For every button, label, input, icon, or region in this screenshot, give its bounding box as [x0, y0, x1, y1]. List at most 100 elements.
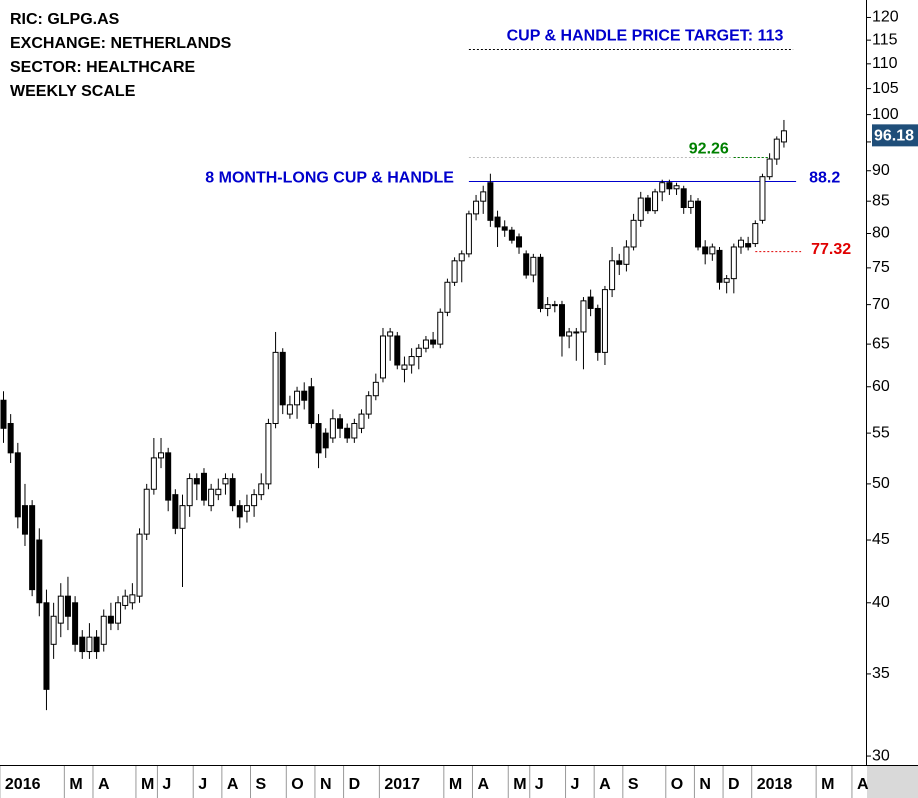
- corner-box: [867, 766, 918, 798]
- candle-body: [236, 505, 243, 518]
- x-tick-label: 2016: [5, 776, 41, 793]
- candle-body: [337, 418, 344, 429]
- candle-body: [680, 188, 687, 208]
- candle-body: [566, 331, 573, 337]
- candle-body: [165, 452, 172, 501]
- candle-body: [673, 185, 680, 190]
- candle-body: [329, 418, 336, 439]
- candle-body: [308, 386, 315, 425]
- candle-body: [630, 219, 637, 248]
- candle-body: [272, 351, 279, 425]
- x-tick-label: 2017: [384, 776, 420, 793]
- candle-body: [523, 253, 530, 276]
- candle-body: [93, 636, 100, 653]
- candle-body: [737, 239, 744, 248]
- x-tick-label: M: [513, 776, 526, 793]
- candle-body: [358, 413, 365, 429]
- candle-body: [344, 427, 351, 439]
- info-line: WEEKLY SCALE: [10, 83, 136, 100]
- target-label: CUP & HANDLE PRICE TARGET: 113: [507, 28, 784, 45]
- candle-body: [79, 636, 86, 653]
- candle-body: [745, 243, 752, 248]
- x-tick-label: S: [628, 776, 639, 793]
- candle-body: [494, 216, 501, 228]
- candle-body: [702, 246, 709, 255]
- candle-body: [465, 213, 472, 255]
- candle-body: [72, 602, 79, 645]
- candle-body: [709, 246, 716, 255]
- y-tick-label: 120: [872, 9, 899, 26]
- candle-body: [322, 432, 329, 449]
- candle-body: [544, 304, 551, 309]
- candle-body: [315, 423, 322, 454]
- x-tick-label: S: [256, 776, 267, 793]
- candle-body: [150, 457, 157, 490]
- candle-body: [7, 423, 14, 454]
- candle-body: [100, 615, 107, 645]
- candle-body: [21, 505, 28, 535]
- candle-body: [659, 182, 666, 193]
- candle-body: [143, 488, 150, 535]
- candle-body: [365, 395, 372, 415]
- candle-body: [301, 390, 308, 401]
- candle-body: [193, 478, 200, 485]
- candle-body: [0, 399, 7, 429]
- candle-body: [609, 260, 616, 291]
- candle-body: [508, 229, 515, 241]
- y-tick-label: 115: [872, 31, 898, 48]
- candle-body: [437, 311, 444, 345]
- candle-body: [265, 423, 272, 485]
- y-tick-label: 60: [872, 378, 890, 395]
- candle-body: [115, 602, 122, 624]
- candle-body: [530, 256, 537, 276]
- x-tick-label: M: [821, 776, 834, 793]
- candle-body: [444, 281, 451, 313]
- candle-body: [666, 182, 673, 190]
- x-tick-label: J: [535, 776, 544, 793]
- candle-body: [458, 253, 465, 262]
- last-price-label: 96.18: [874, 128, 914, 145]
- candle-body: [623, 246, 630, 265]
- candle-body: [601, 289, 608, 353]
- candle-body: [186, 478, 193, 507]
- candle-body: [294, 390, 301, 406]
- x-tick-label: N: [320, 776, 332, 793]
- candle-body: [208, 488, 215, 507]
- y-tick-label: 100: [872, 106, 899, 123]
- candle-body: [723, 278, 730, 283]
- candle-body: [695, 200, 702, 248]
- candle-body: [29, 505, 36, 591]
- candle-body: [401, 364, 408, 370]
- candle-body: [451, 260, 458, 283]
- candle-body: [573, 331, 580, 334]
- candle-body: [780, 130, 787, 143]
- y-tick-label: 80: [872, 225, 890, 242]
- x-tick-label: D: [728, 776, 740, 793]
- candle-body: [551, 304, 558, 307]
- candle-body: [129, 594, 136, 604]
- candle-body: [487, 182, 494, 221]
- x-tick-label: A: [98, 776, 110, 793]
- y-tick-label: 90: [872, 162, 890, 179]
- level-label: 92.26: [689, 141, 729, 158]
- info-line: RIC: GLPG.AS: [10, 11, 120, 28]
- x-tick-label: A: [227, 776, 239, 793]
- x-tick-label: A: [857, 776, 869, 793]
- y-tick-label: 35: [872, 665, 890, 682]
- candle-body: [107, 615, 114, 624]
- candle-body: [415, 347, 422, 358]
- y-tick-label: 50: [872, 475, 890, 492]
- pattern-label: 8 MONTH-LONG CUP & HANDLE: [205, 170, 454, 187]
- candle-body: [394, 335, 401, 366]
- y-tick-label: 105: [872, 80, 899, 97]
- candle-body: [759, 176, 766, 221]
- x-tick-label: D: [349, 776, 361, 793]
- candle-body: [57, 595, 64, 624]
- candle-body: [480, 191, 487, 202]
- candle-body: [752, 223, 759, 245]
- candle-body: [387, 331, 394, 337]
- candle-body: [122, 595, 129, 606]
- candle-body: [258, 483, 265, 496]
- info-line: EXCHANGE: NETHERLANDS: [10, 35, 232, 52]
- candle-body: [637, 197, 644, 221]
